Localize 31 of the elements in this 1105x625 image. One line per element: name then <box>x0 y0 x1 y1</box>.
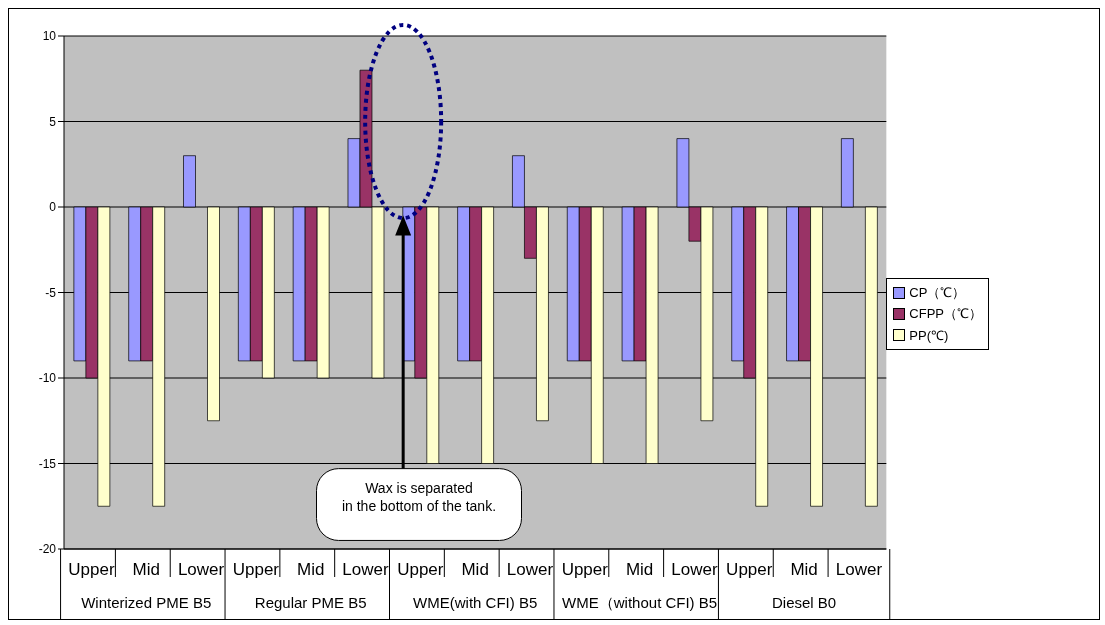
annotation: Wax is separated in the bottom of the tank. <box>341 479 497 514</box>
y-tick-label: -20 <box>38 542 57 557</box>
x-tick-label: Upper <box>68 560 115 579</box>
text: Regular PME B5 <box>254 594 367 611</box>
y-tick-label: 5 <box>49 114 57 129</box>
legend-label: PP(℃) <box>909 327 949 344</box>
text: Winterized PME B5 <box>81 594 212 611</box>
x-tick-label: Lower <box>177 560 225 579</box>
y-tick-label: 0 <box>49 200 57 215</box>
y-tick-label: -15 <box>38 456 57 471</box>
y-tick-label: -10 <box>38 371 57 386</box>
legend-label: CP（℃） <box>909 284 966 302</box>
text: WME（without CFI) B5 <box>562 594 718 611</box>
x-tick-label: Mid <box>461 560 489 579</box>
text: WME(with CFI) B5 <box>413 594 538 611</box>
x-tick-label: Mid <box>790 560 818 579</box>
x-tick-label: Lower <box>506 560 554 579</box>
y-tick-label: 10 <box>42 29 57 44</box>
x-tick-label: Lower <box>671 560 718 579</box>
x-tick-label: Mid <box>297 560 325 579</box>
y-tick-label: -5 <box>45 285 57 300</box>
x-tick-label: Upper <box>232 560 280 579</box>
x-tick-label: Upper <box>561 560 609 579</box>
x-tick-label: Mid <box>625 560 654 579</box>
x-tick-label: Lower <box>835 560 883 579</box>
x-tick-label: Upper <box>397 560 444 579</box>
x-tick-label: Lower <box>342 560 389 579</box>
text: Diesel B0 <box>771 594 837 611</box>
x-tick-label: Mid <box>132 560 160 579</box>
x-tick-label: Upper <box>726 560 773 579</box>
legend-label: CFPP（℃） <box>909 305 982 323</box>
